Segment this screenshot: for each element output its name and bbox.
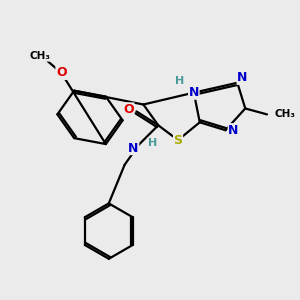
Text: CH₃: CH₃ xyxy=(275,110,296,119)
Text: N: N xyxy=(237,71,247,84)
Text: CH₃: CH₃ xyxy=(29,51,50,61)
Text: S: S xyxy=(173,134,182,147)
Text: O: O xyxy=(56,66,67,80)
Text: O: O xyxy=(123,103,134,116)
Text: H: H xyxy=(176,76,184,86)
Text: N: N xyxy=(228,124,239,137)
Text: N: N xyxy=(189,86,199,99)
Text: N: N xyxy=(128,142,139,154)
Text: H: H xyxy=(148,138,157,148)
